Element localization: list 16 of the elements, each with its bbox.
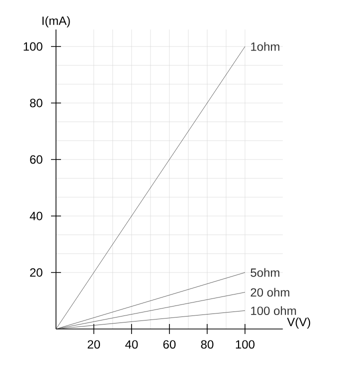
y-tick-label: 60 (30, 155, 42, 164)
y-tick-label: 20 (30, 268, 42, 277)
x-tick-label: 40 (125, 340, 138, 349)
x-tick-label: 100 (236, 340, 255, 349)
x-tick-label: 60 (163, 340, 176, 349)
series-label: 20 ohm (250, 288, 290, 297)
y-tick-label: 80 (30, 98, 42, 108)
y-tick-label: 40 (30, 212, 42, 220)
x-tick-label: 20 (88, 340, 100, 349)
series-label: 5ohm (250, 268, 280, 277)
x-axis-title: V(V) (287, 317, 310, 329)
series-label: 1ohm (251, 42, 280, 51)
y-axis-title: I(mA) (42, 16, 70, 28)
y-tick-label: 100 (24, 42, 42, 51)
x-tick-label: 80 (201, 340, 214, 349)
series-label: 100 ohm (251, 306, 296, 316)
